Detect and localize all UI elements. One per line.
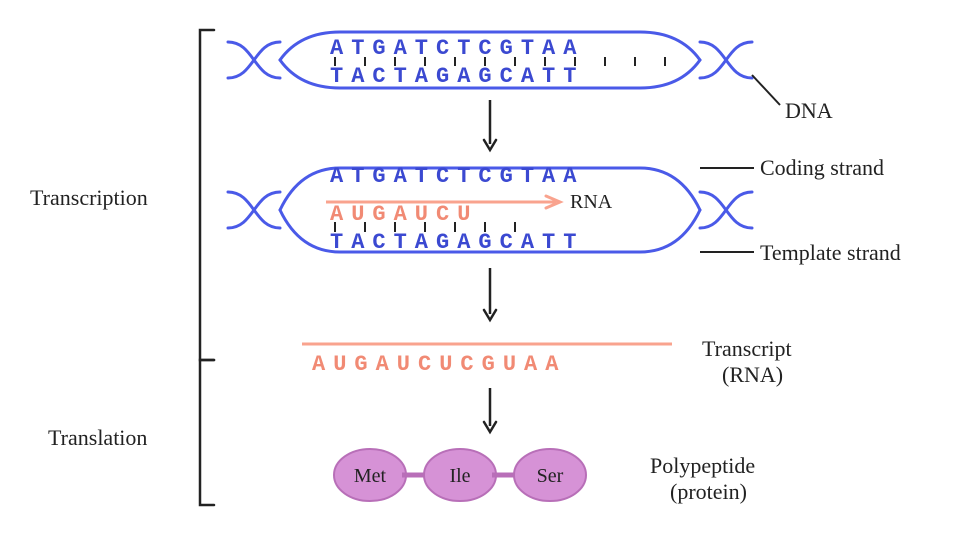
rna-transcript-sequence: AUGAUCUCGUAA	[312, 352, 566, 377]
helix-strand	[228, 42, 280, 78]
dna-label: DNA	[785, 98, 833, 123]
transcript-label-l2: (RNA)	[722, 362, 783, 387]
dna-top-sequence: ATGATCTCGTAA	[330, 36, 584, 61]
helix-strand	[700, 192, 752, 228]
rna-label: RNA	[570, 191, 613, 213]
template-strand-sequence: TACTAGAGCATT	[330, 230, 584, 255]
helix-strand	[700, 42, 752, 78]
template-strand-label: Template strand	[760, 240, 901, 265]
process-bracket	[200, 360, 214, 505]
label-connector	[752, 75, 780, 105]
dna-bottom-sequence: TACTAGAGCATT	[330, 64, 584, 89]
coding-strand-sequence: ATGATCTCGTAA	[330, 164, 584, 189]
transcript-label-l1: Transcript	[702, 336, 792, 361]
amino-acid-label: Ile	[449, 465, 470, 487]
transcription-label: Transcription	[30, 185, 148, 210]
process-bracket	[200, 30, 214, 360]
coding-strand-label: Coding strand	[760, 155, 884, 180]
translation-label: Translation	[48, 425, 147, 450]
amino-acid-label: Met	[354, 465, 387, 487]
rna-partial-sequence: AUGAUCU	[330, 202, 478, 227]
polypeptide-label-l2: (protein)	[670, 479, 747, 504]
polypeptide-label-l1: Polypeptide	[650, 453, 755, 478]
amino-acid-label: Ser	[537, 465, 564, 487]
helix-strand	[228, 192, 280, 228]
